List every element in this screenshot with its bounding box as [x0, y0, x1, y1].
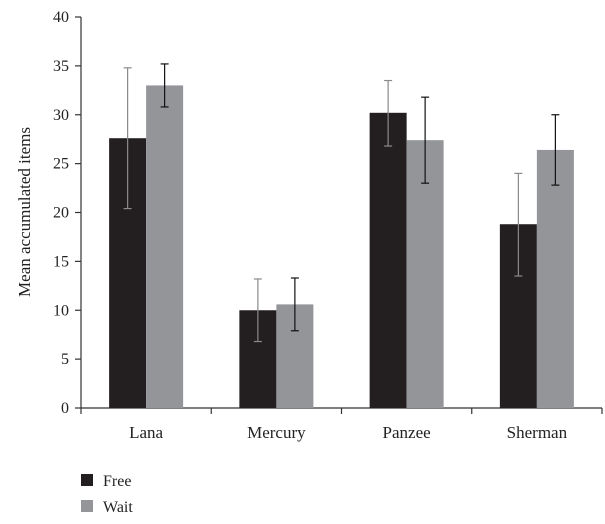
legend-swatch-free: [81, 474, 93, 486]
y-tick-label: 25: [53, 156, 69, 173]
bar-wait-sherman: [536, 149, 574, 408]
x-category-label: Panzee: [383, 423, 431, 442]
legend-label-free: Free: [103, 473, 131, 490]
x-category-label: Mercury: [247, 423, 306, 442]
y-tick-label: 20: [53, 205, 69, 222]
x-category-label: Lana: [129, 423, 163, 442]
y-tick-label: 5: [61, 351, 69, 368]
y-axis-title: Mean accumulated items: [15, 127, 34, 297]
y-tick-label: 0: [61, 400, 69, 417]
legend: Free Wait: [81, 473, 133, 516]
legend-label-wait: Wait: [103, 499, 133, 516]
y-tick-label: 10: [53, 302, 69, 319]
error-bars: [123, 63, 560, 343]
y-tick-label: 30: [53, 107, 69, 124]
x-category-label: Sherman: [507, 423, 568, 442]
y-axis: 0 5 10 15 20 25 30 35 40: [53, 9, 82, 417]
bars: [109, 85, 574, 409]
x-axis: Lana Mercury Panzee Sherman: [80, 407, 603, 442]
y-tick-label: 35: [53, 58, 69, 75]
legend-swatch-wait: [81, 500, 93, 512]
bar-free-panzee: [369, 112, 407, 409]
bar-wait-panzee: [406, 140, 444, 409]
y-tick-label: 40: [53, 9, 69, 26]
y-tick-label: 15: [53, 253, 69, 270]
bar-wait-lana: [146, 85, 184, 409]
